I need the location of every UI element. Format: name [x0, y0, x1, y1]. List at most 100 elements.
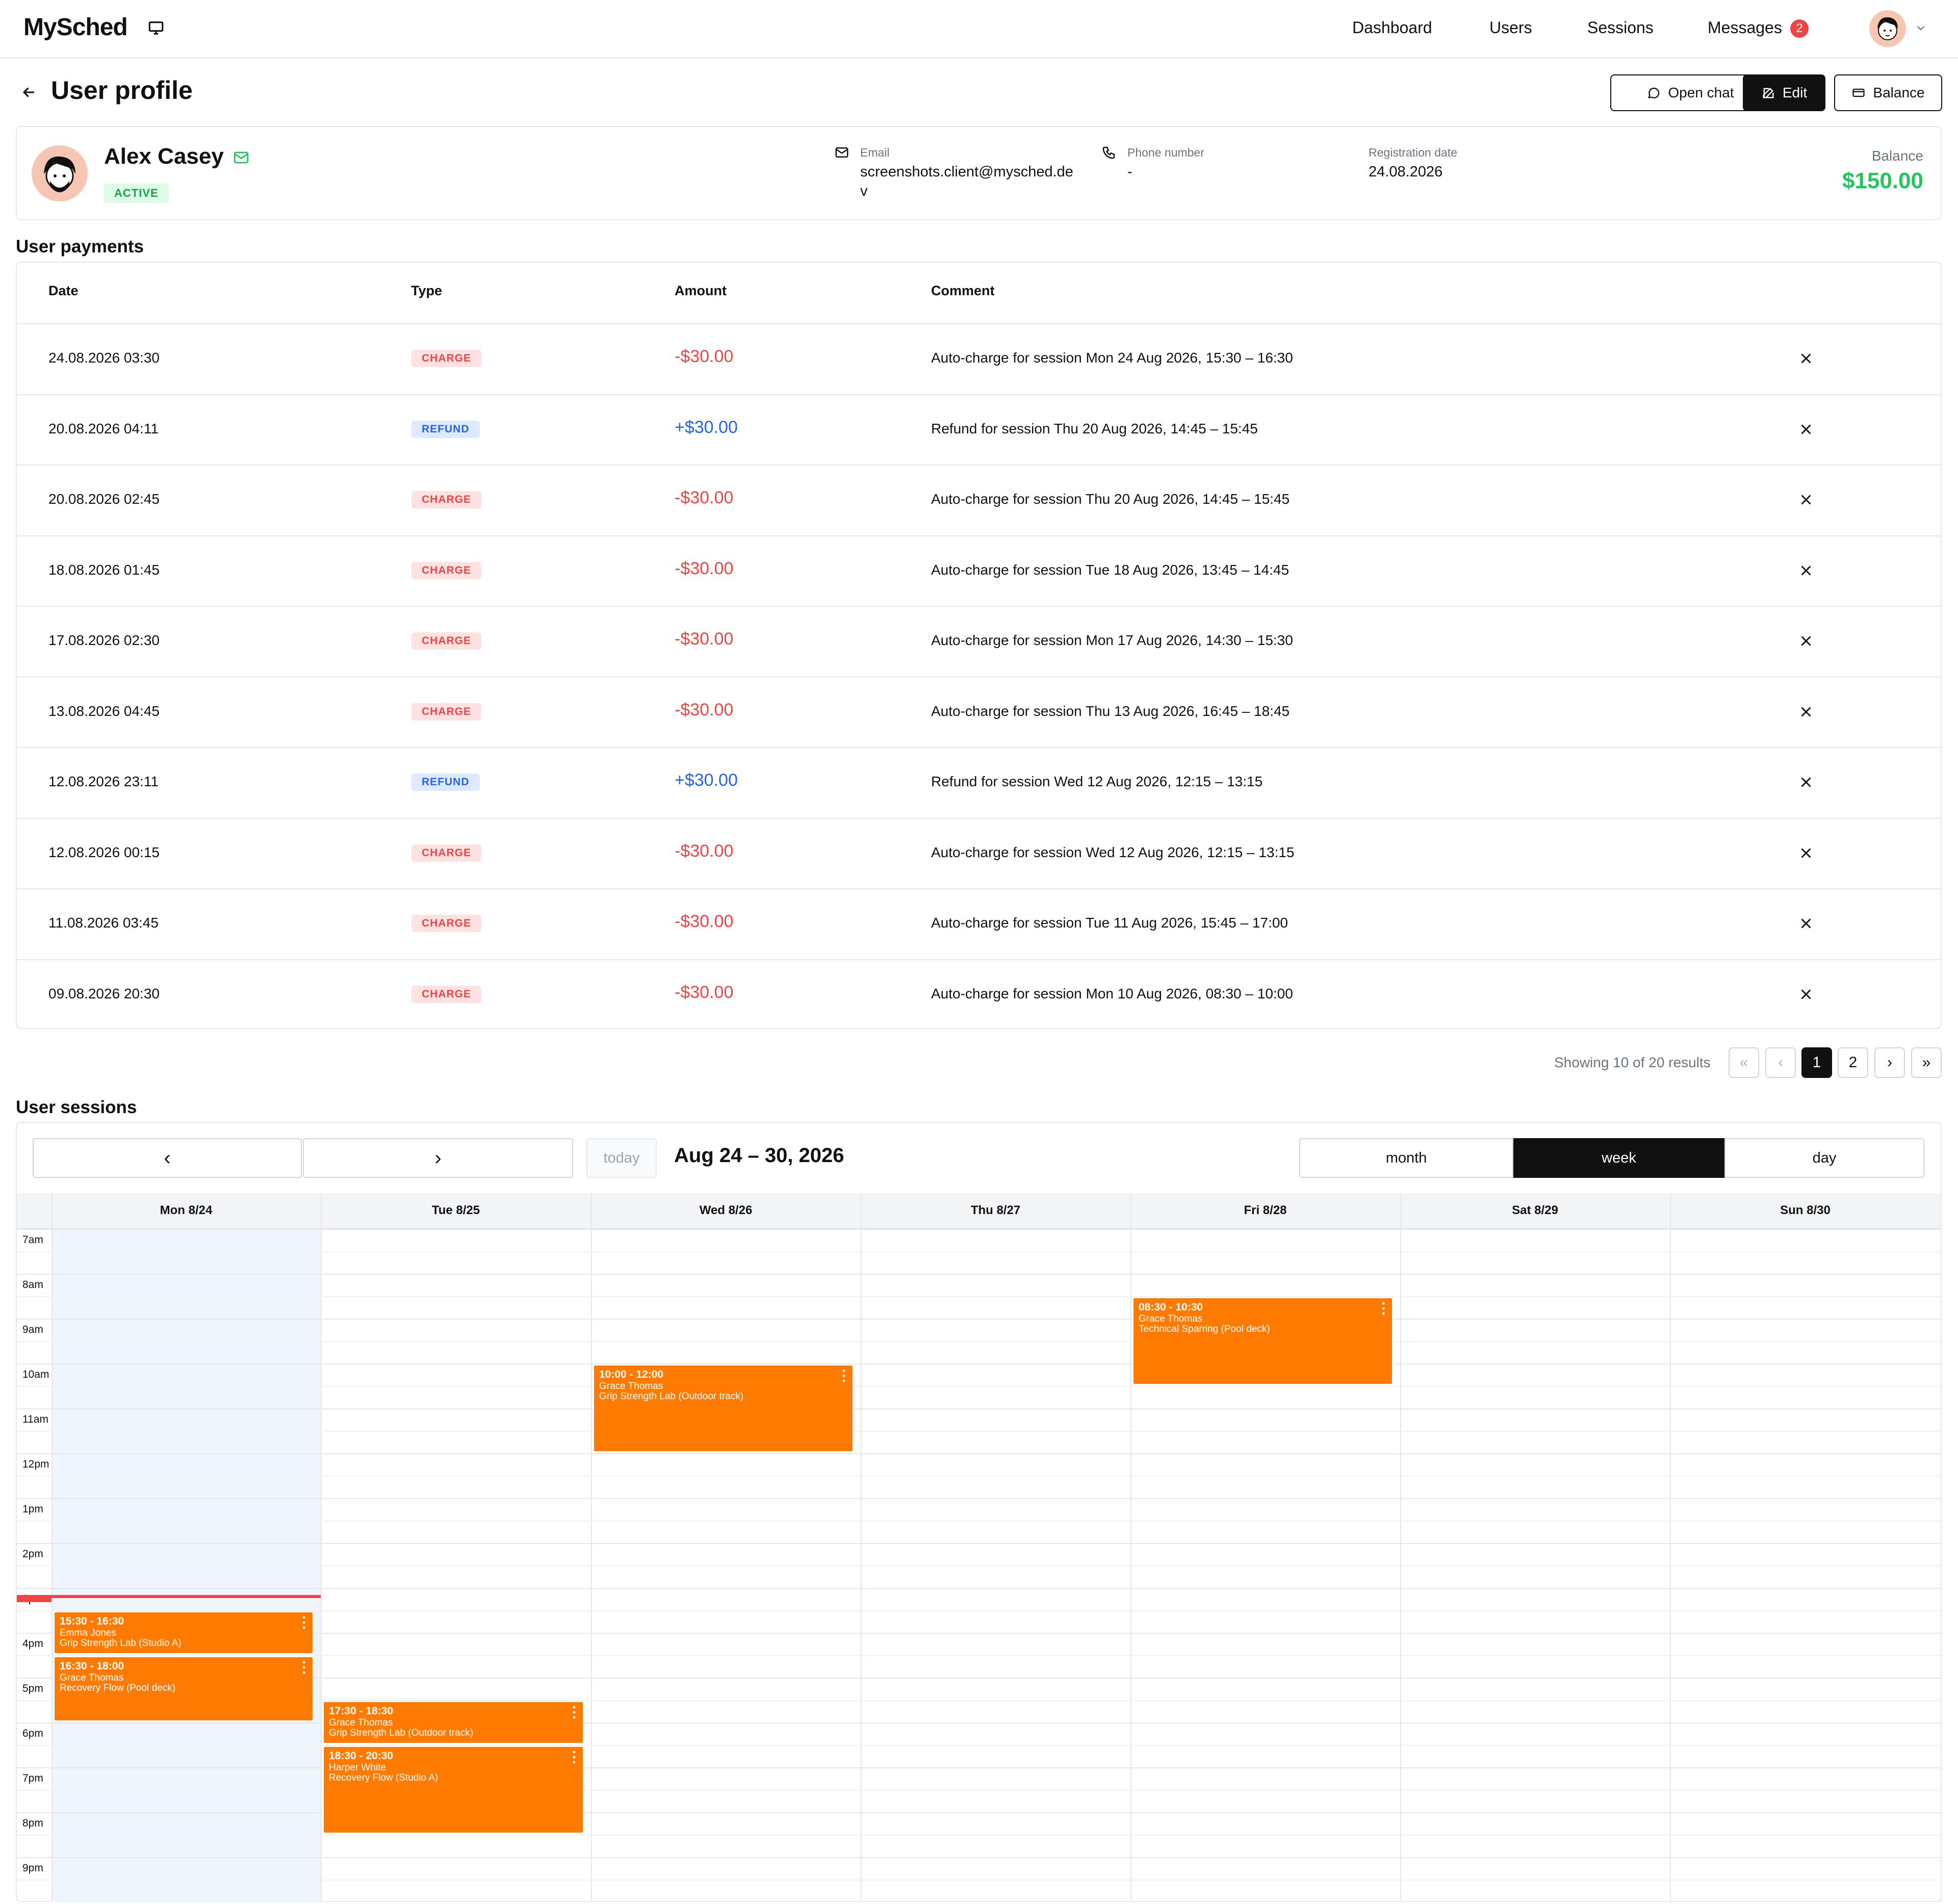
half-hour-line [17, 1476, 1941, 1477]
more-options-icon[interactable] [301, 1615, 306, 1630]
half-hour-line [17, 1745, 1941, 1746]
hour-line [17, 1363, 1941, 1365]
delete-payment-icon[interactable] [1797, 491, 1815, 508]
column-divider [591, 1193, 592, 1902]
page-2-button[interactable]: 2 [1838, 1047, 1868, 1078]
time-label: 9pm [22, 1862, 43, 1874]
event-time: 18:30 - 20:30 [329, 1750, 394, 1762]
payment-comment: Auto-charge for session Thu 20 Aug 2026,… [931, 491, 1290, 507]
event-person: Harper White [329, 1762, 386, 1773]
more-options-icon[interactable] [841, 1369, 846, 1383]
email-verified-icon [234, 151, 249, 164]
email-label: Email [860, 146, 890, 159]
profile-avatar [32, 145, 88, 201]
payment-comment: Auto-charge for session Mon 17 Aug 2026,… [931, 632, 1293, 648]
back-arrow-icon[interactable] [20, 84, 38, 101]
day-header: Thu 8/27 [861, 1193, 1130, 1229]
nav-messages[interactable]: Messages [1708, 18, 1782, 37]
day-header: Sat 8/29 [1400, 1193, 1670, 1229]
payment-comment: Auto-charge for session Thu 13 Aug 2026,… [931, 703, 1290, 719]
payment-amount: -$30.00 [675, 841, 734, 861]
current-time-line [17, 1595, 321, 1598]
table-row: 24.08.2026 03:30 CHARGE -$30.00 Auto-charge… [17, 323, 1941, 394]
view-month-button[interactable]: month [1299, 1138, 1513, 1178]
column-divider [1941, 1193, 1942, 1902]
registration-label: Registration date [1369, 146, 1457, 159]
session-event[interactable]: 08:30 - 10:30 Grace Thomas Technical Sparr… [1132, 1297, 1393, 1385]
session-event[interactable]: 18:30 - 20:30 Harper White Recovery Flow (… [323, 1746, 584, 1834]
delete-payment-icon[interactable] [1797, 915, 1815, 932]
calendar-next-button[interactable]: › [303, 1138, 573, 1178]
delete-payment-icon[interactable] [1797, 562, 1815, 579]
session-event[interactable]: 10:00 - 12:00 Grace Thomas Grip Strength L… [593, 1365, 854, 1452]
view-week-button[interactable]: week [1513, 1138, 1724, 1178]
hour-line [17, 1274, 1941, 1275]
hour-line [17, 1588, 1941, 1589]
session-event[interactable]: 16:30 - 18:00 Grace Thomas Recovery Flow (… [54, 1656, 314, 1721]
nav-users[interactable]: Users [1489, 18, 1532, 37]
payment-amount: +$30.00 [675, 770, 738, 790]
more-options-icon[interactable] [1381, 1301, 1386, 1316]
delete-payment-icon[interactable] [1797, 350, 1815, 367]
half-hour-line [17, 1565, 1941, 1566]
delete-payment-icon[interactable] [1797, 844, 1815, 862]
payment-type-badge: CHARGE [411, 561, 482, 579]
col-amount: Amount [675, 283, 727, 298]
prev-page-button[interactable]: ‹ [1765, 1047, 1796, 1078]
next-page-button[interactable]: › [1874, 1047, 1905, 1078]
calendar-today-button[interactable]: today [586, 1138, 657, 1178]
first-page-button[interactable]: « [1729, 1047, 1759, 1078]
page-1-button[interactable]: 1 [1801, 1047, 1832, 1078]
delete-payment-icon[interactable] [1797, 986, 1815, 1003]
time-label: 12pm [22, 1458, 49, 1470]
session-event[interactable]: 17:30 - 18:30 Grace Thomas Grip Strength L… [323, 1701, 584, 1744]
payment-date: 12.08.2026 23:11 [48, 774, 159, 789]
payment-type-badge: CHARGE [411, 632, 482, 650]
balance-caption: Balance [1871, 148, 1923, 164]
payment-amount: +$30.00 [675, 417, 738, 437]
nav-sessions[interactable]: Sessions [1587, 18, 1654, 37]
time-label: 8am [22, 1279, 43, 1291]
registration-value: 24.08.2026 [1369, 164, 1443, 180]
session-event[interactable]: 15:30 - 16:30 Emma Jones Grip Strength Lab… [54, 1611, 314, 1654]
chevron-down-icon[interactable] [1914, 21, 1927, 35]
payment-date: 20.08.2026 04:11 [48, 420, 159, 436]
hour-line [17, 1767, 1941, 1768]
calendar-prev-button[interactable]: ‹ [33, 1138, 302, 1178]
time-label: 10am [22, 1369, 49, 1380]
more-options-icon[interactable] [572, 1750, 577, 1764]
payment-date: 24.08.2026 03:30 [48, 350, 160, 366]
payment-type-badge: REFUND [411, 774, 480, 791]
payment-date: 09.08.2026 20:30 [48, 985, 160, 1001]
last-page-button[interactable]: » [1911, 1047, 1942, 1078]
app-logo[interactable]: MySched [23, 14, 128, 41]
delete-payment-icon[interactable] [1797, 703, 1815, 721]
half-hour-line [17, 1790, 1941, 1791]
table-row: 09.08.2026 20:30 CHARGE -$30.00 Auto-charge… [17, 959, 1941, 1030]
nav-dashboard[interactable]: Dashboard [1352, 18, 1432, 37]
more-options-icon[interactable] [572, 1705, 577, 1719]
payment-type-badge: CHARGE [411, 844, 482, 862]
hour-line [17, 1229, 1941, 1230]
col-type: Type [411, 283, 443, 298]
half-hour-line [17, 1386, 1941, 1387]
messages-count-badge: 2 [1790, 19, 1809, 38]
hour-line [17, 1319, 1941, 1320]
balance-button[interactable]: Balance [1834, 74, 1942, 111]
delete-payment-icon[interactable] [1797, 632, 1815, 650]
column-divider [51, 1193, 53, 1902]
more-options-icon[interactable] [301, 1660, 306, 1675]
time-axis-header [17, 1193, 51, 1229]
column-divider [861, 1193, 862, 1902]
view-day-button[interactable]: day [1724, 1138, 1924, 1178]
edit-button[interactable]: Edit [1743, 74, 1825, 111]
delete-payment-icon[interactable] [1797, 421, 1815, 438]
time-label: 5pm [22, 1683, 43, 1694]
payment-comment: Refund for session Thu 20 Aug 2026, 14:4… [931, 420, 1258, 436]
time-label: 4pm [22, 1638, 43, 1650]
time-label: 1pm [22, 1503, 43, 1515]
col-comment: Comment [931, 283, 995, 298]
monitor-icon [148, 21, 164, 35]
user-avatar[interactable] [1869, 10, 1906, 47]
delete-payment-icon[interactable] [1797, 774, 1815, 791]
